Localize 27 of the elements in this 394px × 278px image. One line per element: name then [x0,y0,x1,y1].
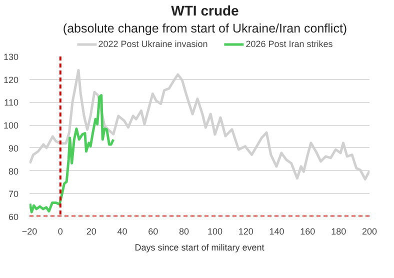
line-series [30,94,115,214]
x-tick-label: 40 [117,226,128,236]
y-tick-label: 70 [8,189,19,200]
x-tick-label: −20 [22,226,38,236]
legend-label: 2026 Post Iran strikes [246,39,333,49]
x-tick-label: 180 [331,226,346,236]
x-tick-label: 120 [238,226,254,236]
y-tick-label: 80 [8,166,19,176]
chart-title: WTI crude [171,2,240,18]
x-axis-title: Days since start of military event [134,242,265,252]
x-tick-label: 60 [148,226,158,236]
y-tick-label: 90 [8,143,19,154]
y-tick-label: 120 [3,74,19,85]
x-tick-label: 100 [207,226,222,236]
y-tick-label: 110 [4,98,19,108]
chart-subtitle: (absolute change from start of Ukraine/Iran conflict) [62,22,348,36]
x-tick-label: 200 [362,226,378,236]
line-series [30,68,370,180]
x-tick-label: 160 [300,226,316,236]
x-tick-label: 80 [179,226,190,236]
y-tick-label: 130 [3,52,19,62]
y-tick-label: 100 [3,120,19,131]
x-tick-label: 140 [269,226,284,236]
x-tick-label: 0 [58,226,63,236]
x-tick-label: 20 [86,226,96,236]
legend-label: 2022 Post Ukraine invasion [98,39,208,49]
y-tick-label: 60 [8,212,19,222]
